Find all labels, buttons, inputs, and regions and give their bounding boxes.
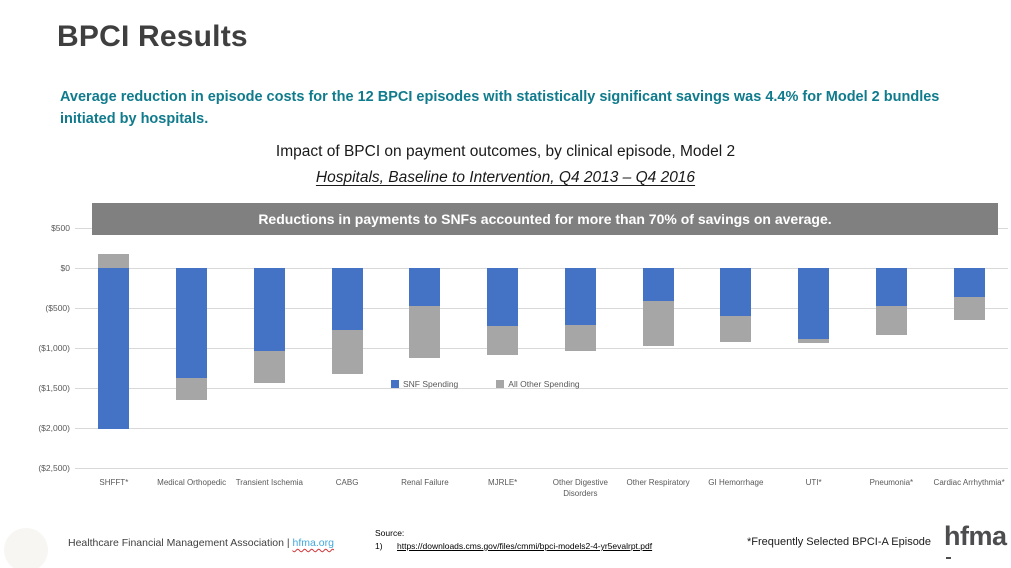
episode-footnote: *Frequently Selected BPCI-A Episode: [747, 536, 932, 548]
bar-segment-all-other-spending-uti: [798, 338, 830, 344]
footer-organization: Healthcare Financial Management Associat…: [68, 537, 334, 549]
y-axis-tick-label: ($500): [45, 303, 70, 313]
x-axis-category-label-cardiac-arrhythmia: Cardiac Arrhythmia*: [933, 478, 1005, 487]
bar-segment-all-other-spending-cabg: [331, 330, 363, 374]
hfma-logo: hfma: [944, 521, 1011, 568]
bar-segment-all-other-spending-mjrle: [487, 326, 519, 356]
y-axis-tick-label: ($2,000): [38, 423, 70, 433]
x-axis-category-label-pneumonia: Pneumonia*: [869, 478, 914, 487]
bar-segment-snf-spending-uti: [798, 268, 830, 339]
hfma-logo-text: hfma: [944, 521, 1007, 551]
bar-segment-snf-spending-transient-ischemia: [253, 268, 285, 352]
watermark-circle: [4, 528, 48, 568]
bar-segment-all-other-spending-shfft: [98, 253, 130, 268]
x-axis-category-label-shfft: SHFFT*: [99, 478, 129, 487]
y-axis-tick-label: ($1,500): [38, 383, 70, 393]
x-axis-category-label-gi-hemorrhage: GI Hemorrhage: [708, 478, 764, 487]
bar-segment-snf-spending-gi-hemorrhage: [720, 268, 752, 316]
bar-segment-snf-spending-medical-orthopedic: [176, 268, 208, 378]
source-number: 1): [375, 541, 383, 551]
bar-segment-snf-spending-other-digestive-disorders: [564, 268, 596, 326]
x-axis-category-label-other-digestive-disorders: Other Digestive Disorders: [552, 478, 608, 499]
chart-subtitle-text: Hospitals, Baseline to Intervention, Q4 …: [315, 169, 696, 186]
chart-title: Impact of BPCI on payment outcomes, by c…: [275, 143, 736, 160]
page-title: BPCI Results: [57, 20, 248, 53]
gridline: [75, 428, 1008, 429]
callout-banner: Reductions in payments to SNFs accounted…: [92, 203, 998, 235]
y-axis-tick-label: $500: [51, 223, 70, 233]
x-axis-category-label-medical-orthopedic: Medical Orthopedic: [157, 478, 227, 487]
bar-segment-snf-spending-other-respiratory: [642, 268, 674, 302]
source-block: Source: 1) https://downloads.cms.gov/file…: [375, 528, 652, 551]
footer-organization-text: Healthcare Financial Management Associat…: [68, 537, 293, 549]
legend-label: All Other Spending: [508, 379, 580, 389]
source-url-link[interactable]: https://downloads.cms.gov/files/cmmi/bpc…: [397, 541, 653, 551]
x-axis-category-label-transient-ischemia: Transient Ischemia: [235, 478, 304, 487]
x-axis-category-label-cabg: CABG: [335, 478, 359, 487]
gridline: [75, 468, 1008, 469]
y-axis-tick-label: ($1,000): [38, 343, 70, 353]
bar-segment-all-other-spending-cardiac-arrhythmia: [953, 296, 985, 321]
bar-segment-snf-spending-cabg: [331, 268, 363, 330]
bar-segment-all-other-spending-pneumonia: [875, 305, 907, 335]
key-message-text: Average reduction in episode costs for t…: [60, 89, 940, 127]
bar-segment-snf-spending-renal-failure: [409, 268, 441, 306]
source-label: Source:: [375, 528, 405, 538]
gridline: [75, 308, 1008, 309]
chart-legend: SNF Spending All Other Spending: [391, 379, 618, 389]
y-axis-tick-label: $0: [60, 263, 70, 273]
x-axis-category-label-uti: UTI*: [805, 478, 822, 487]
legend-item-snf-spending: SNF Spending: [391, 379, 458, 389]
hfma-org-link[interactable]: hfma.org: [292, 537, 334, 549]
bar-segment-snf-spending-pneumonia: [875, 268, 907, 306]
legend-item-all-other-spending: All Other Spending: [496, 379, 580, 389]
legend-swatch-icon: [391, 380, 399, 388]
bar-segment-all-other-spending-transient-ischemia: [253, 351, 285, 384]
bar-segment-snf-spending-shfft: [98, 268, 130, 429]
legend-swatch-icon: [496, 380, 505, 388]
x-axis-category-label-other-respiratory: Other Respiratory: [626, 478, 690, 487]
x-axis-category-label-mjrle: MJRLE*: [487, 478, 518, 487]
hfma-logo-tick-icon: [946, 557, 951, 559]
bar-segment-snf-spending-mjrle: [487, 268, 519, 326]
source-line: 1) https://downloads.cms.gov/files/cmmi/b…: [375, 541, 652, 551]
bar-segment-snf-spending-cardiac-arrhythmia: [953, 268, 985, 297]
y-axis-tick-label: ($2,500): [38, 463, 70, 473]
gridline: [75, 268, 1008, 269]
bar-segment-all-other-spending-gi-hemorrhage: [720, 316, 752, 343]
bar-segment-all-other-spending-other-respiratory: [642, 301, 674, 347]
legend-label: SNF Spending: [403, 379, 459, 389]
bar-segment-all-other-spending-other-digestive-disorders: [564, 325, 596, 351]
bar-segment-all-other-spending-medical-orthopedic: [176, 378, 208, 400]
chart-subtitle: Hospitals, Baseline to Intervention, Q4 …: [0, 169, 1011, 187]
gridline: [75, 348, 1008, 349]
bar-segment-all-other-spending-renal-failure: [409, 306, 441, 358]
x-axis-category-label-renal-failure: Renal Failure: [401, 478, 449, 487]
gridline: [75, 388, 1008, 389]
